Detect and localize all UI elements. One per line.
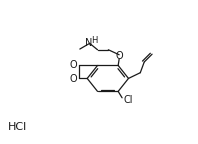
Text: O: O <box>115 51 123 61</box>
Text: O: O <box>69 60 77 70</box>
Text: HCl: HCl <box>8 122 27 132</box>
Text: Cl: Cl <box>123 95 133 105</box>
Text: O: O <box>69 74 77 84</box>
Text: N: N <box>85 38 92 48</box>
Text: H: H <box>91 36 97 45</box>
